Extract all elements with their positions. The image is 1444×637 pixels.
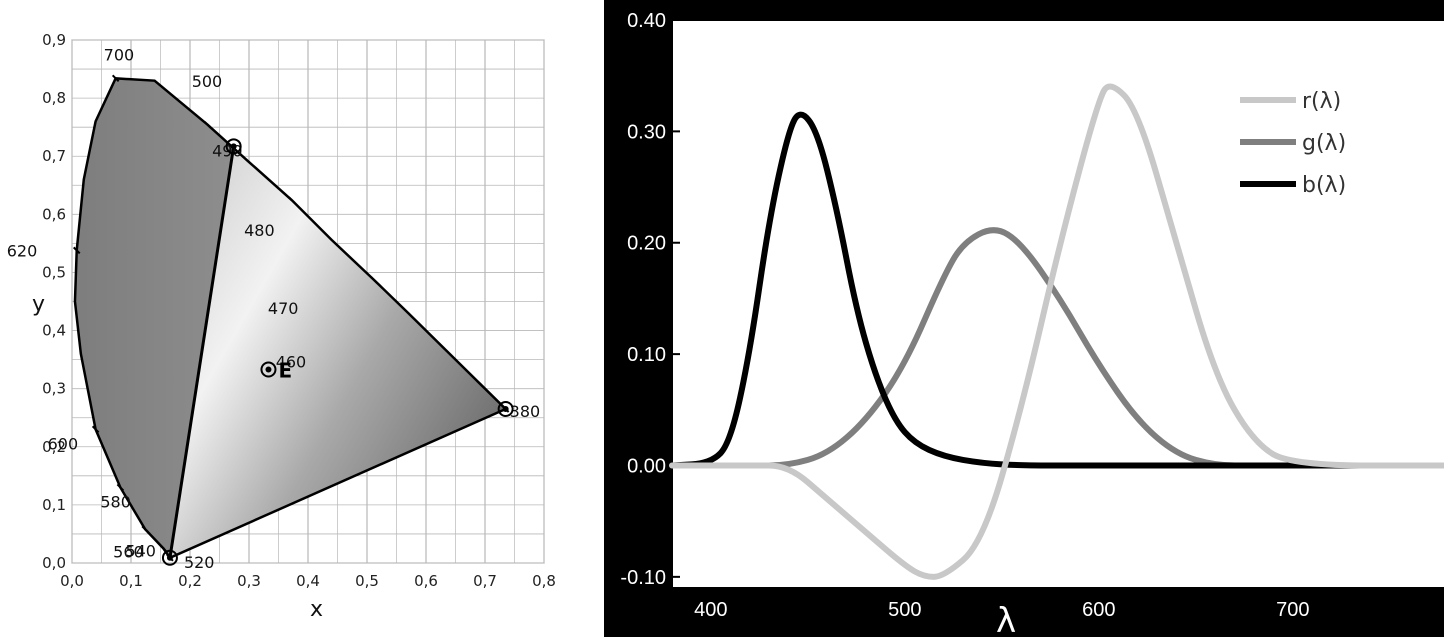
axes: 0,0 0,1 0,2 0,3 0,4 0,5 0,6 0,7 0,8 0,0 0,1 0,2 0,3 0…	[42, 31, 556, 590]
spectral-locus	[73, 77, 508, 560]
wavelength-label: 380	[510, 402, 541, 421]
x-axis-label: λ	[996, 601, 1016, 637]
x-tick-label: 0,2	[178, 572, 202, 590]
y-axis-label: y	[32, 292, 45, 317]
wavelength-label: 700	[104, 45, 135, 64]
series-line-b	[669, 111, 1444, 469]
x-tick-label: 0,1	[119, 572, 143, 590]
white-point-label: E	[278, 358, 292, 382]
color-matching-chart: 400 500 600 700 0.40 0.30 0.20 0.10 0.00 -0.10 r(…	[620, 10, 1444, 637]
x-tick-label: 0,7	[473, 572, 497, 590]
reference-point-dot	[502, 406, 509, 413]
legend-label: r(λ)	[1302, 89, 1341, 114]
y-tick-label: -0.10	[620, 567, 666, 589]
wavelength-tick	[73, 246, 81, 255]
reference-point-ring	[225, 138, 242, 155]
y-tick-label: 0,4	[42, 322, 66, 340]
y-tick-label: 0.30	[627, 121, 666, 143]
primary-edge	[168, 146, 236, 558]
y-tick-label: 0,0	[42, 554, 66, 572]
y-tick-label: 0,2	[42, 438, 66, 456]
y-tick-label: 0.40	[627, 10, 666, 32]
wavelength-label: 470	[268, 299, 299, 318]
reference-point-ring	[161, 549, 178, 566]
color-matching-functions-panel: 400 500 600 700 0.40 0.30 0.20 0.10 0.00 -0.10 r(…	[604, 0, 1444, 637]
y-tick-label: 0,8	[42, 89, 66, 107]
x-tick-label: 0,4	[296, 572, 320, 590]
legend-label: g(λ)	[1302, 131, 1346, 156]
chromaticity-panel: 0,0 0,1 0,2 0,3 0,4 0,5 0,6 0,7 0,8 0,0 0,1 0,2 0,3 0…	[0, 0, 604, 637]
wavelength-tick	[288, 196, 296, 205]
wavelength-tick	[438, 342, 446, 350]
x-tick-label: 0,0	[60, 572, 84, 590]
series-line-r	[669, 83, 1444, 580]
wavelength-tick	[203, 121, 212, 129]
y-tick-label: 0.00	[627, 455, 666, 477]
wavelength-label: 540	[125, 541, 156, 560]
y-tick-label: 0,7	[42, 147, 66, 165]
x-axis-label: x	[310, 597, 323, 622]
legend-label: b(λ)	[1302, 173, 1346, 198]
wavelength-tick	[116, 483, 125, 492]
y-tick-label: 0,1	[42, 496, 66, 514]
x-tick-label: 0,5	[355, 572, 379, 590]
wavelength-label: 560	[113, 542, 144, 561]
x-tick-label: 0,3	[237, 572, 261, 590]
series-lines	[669, 83, 1444, 580]
series-line-g	[669, 227, 1444, 469]
y-tick-label: 0,5	[42, 263, 66, 281]
y-tick-label: 0,3	[42, 380, 66, 398]
wavelength-tick	[475, 379, 484, 388]
wavelength-label: 620	[7, 241, 38, 260]
x-tick-label: 0,6	[414, 572, 438, 590]
wavelength-label: 460	[276, 352, 307, 371]
y-tick-label: 0,9	[42, 31, 66, 49]
wavelength-tick	[159, 544, 168, 553]
x-tick-label: 500	[888, 599, 921, 621]
wavelength-label: 500	[192, 72, 223, 91]
wavelength-label: 480	[244, 221, 275, 240]
x-tick-label: 400	[694, 599, 727, 621]
x-tick-label: 700	[1276, 599, 1309, 621]
tick-labels: 400 500 600 700 0.40 0.30 0.20 0.10 0.00 -0.10	[620, 10, 1309, 621]
wavelength-tick	[111, 74, 120, 83]
x-tick-label: 0,8	[532, 572, 556, 590]
reference-point-ring	[260, 361, 277, 378]
reference-point-dot	[265, 366, 272, 373]
reference-point-dot	[230, 143, 237, 150]
reference-point-dot	[166, 554, 173, 561]
x-tick-label: 600	[1082, 599, 1115, 621]
y-tick-label: 0.20	[627, 233, 666, 255]
legend: r(λ) g(λ) b(λ)	[1240, 89, 1346, 198]
wavelength-tick	[141, 525, 149, 534]
chromaticity-diagram: 0,0 0,1 0,2 0,3 0,4 0,5 0,6 0,7 0,8 0,0 0,1 0,2 0,3 0…	[7, 31, 556, 622]
y-tick-label: 0.10	[627, 344, 666, 366]
wavelength-label: 520	[184, 553, 215, 572]
wavelength-label: 580	[100, 492, 131, 511]
wavelength-label: 600	[48, 434, 79, 453]
y-tick-label: 0,6	[42, 205, 66, 223]
reference-point-ring	[497, 401, 514, 418]
wavelength-tick	[370, 276, 378, 284]
wavelength-tick	[91, 425, 100, 434]
